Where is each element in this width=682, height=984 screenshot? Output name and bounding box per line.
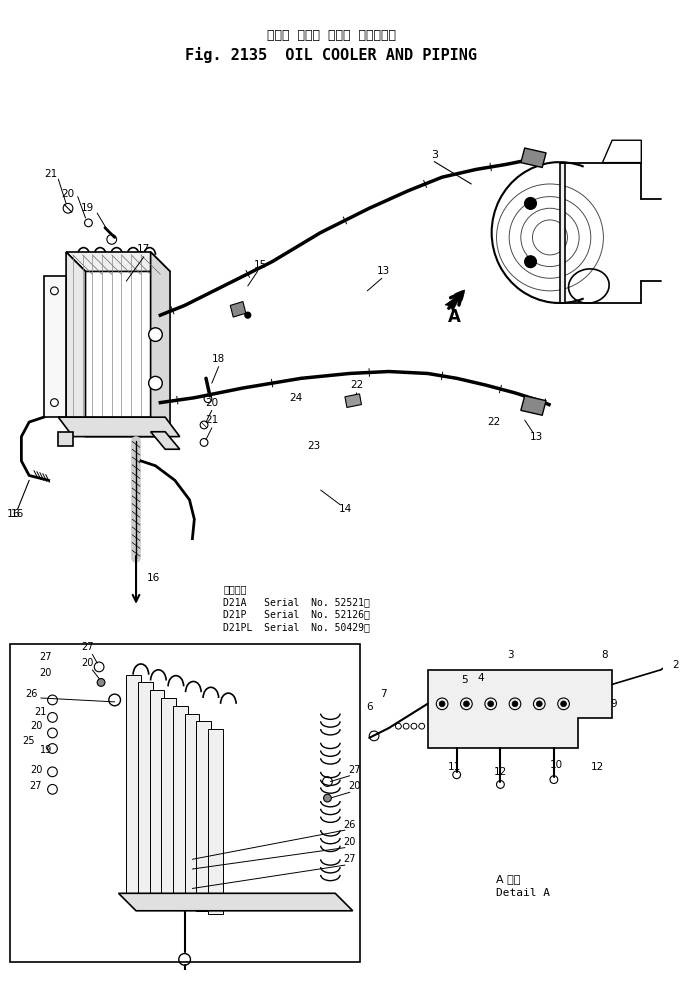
- Text: 22: 22: [487, 417, 500, 427]
- Text: 14: 14: [338, 505, 351, 515]
- Text: 19: 19: [81, 204, 94, 214]
- Polygon shape: [119, 893, 353, 911]
- Text: 26: 26: [344, 821, 356, 830]
- Text: 25: 25: [22, 736, 34, 746]
- Text: 11: 11: [448, 762, 461, 772]
- Circle shape: [524, 256, 536, 268]
- Text: 2: 2: [672, 660, 679, 670]
- Text: A: A: [448, 308, 461, 326]
- Circle shape: [488, 701, 494, 707]
- Text: 8: 8: [601, 650, 608, 660]
- Text: 7: 7: [381, 689, 387, 699]
- Circle shape: [180, 982, 190, 984]
- Text: 21: 21: [205, 415, 218, 425]
- Circle shape: [561, 701, 567, 707]
- Circle shape: [323, 794, 331, 802]
- Text: 26: 26: [25, 689, 38, 699]
- Circle shape: [50, 399, 58, 406]
- Polygon shape: [208, 729, 222, 914]
- Polygon shape: [138, 683, 153, 896]
- Text: 4: 4: [477, 673, 484, 683]
- Polygon shape: [149, 690, 164, 899]
- Text: 19: 19: [40, 746, 52, 756]
- Polygon shape: [58, 432, 73, 447]
- Text: 20: 20: [30, 721, 42, 731]
- Text: 9: 9: [611, 699, 617, 708]
- Text: Fig. 2135  OIL COOLER AND PIPING: Fig. 2135 OIL COOLER AND PIPING: [186, 47, 477, 63]
- Polygon shape: [126, 675, 141, 893]
- Circle shape: [149, 376, 162, 390]
- Text: 27: 27: [81, 643, 93, 652]
- Circle shape: [439, 701, 445, 707]
- Text: 20: 20: [344, 836, 356, 847]
- Polygon shape: [185, 713, 199, 908]
- Polygon shape: [66, 252, 85, 437]
- Text: 21: 21: [35, 707, 47, 716]
- Polygon shape: [162, 698, 176, 902]
- Text: A 詳細: A 詳細: [496, 874, 520, 884]
- Text: 21: 21: [44, 169, 57, 179]
- Text: 15: 15: [254, 260, 267, 270]
- Text: Detail A: Detail A: [496, 889, 550, 898]
- Text: 22: 22: [350, 380, 364, 390]
- Circle shape: [149, 328, 162, 341]
- Polygon shape: [151, 432, 180, 450]
- Text: 20: 20: [349, 781, 361, 791]
- Text: オイル  クーラ  および  パイピング: オイル クーラ および パイピング: [267, 29, 396, 41]
- Bar: [10, 644, 359, 962]
- Text: 16: 16: [147, 573, 160, 583]
- Polygon shape: [196, 721, 211, 911]
- Text: 12: 12: [591, 762, 604, 772]
- Text: 10: 10: [550, 760, 563, 770]
- Polygon shape: [173, 706, 188, 905]
- Text: 20: 20: [205, 398, 218, 407]
- Text: D21PL  Serial  No. 50429～: D21PL Serial No. 50429～: [224, 622, 370, 632]
- Circle shape: [464, 701, 469, 707]
- Polygon shape: [66, 417, 170, 437]
- Circle shape: [512, 701, 518, 707]
- Text: 13: 13: [377, 267, 390, 277]
- Text: D21P   Serial  No. 52126～: D21P Serial No. 52126～: [224, 609, 370, 620]
- Text: 24: 24: [290, 393, 303, 402]
- Circle shape: [524, 198, 536, 210]
- Circle shape: [245, 312, 251, 318]
- Text: 27: 27: [30, 781, 42, 791]
- Circle shape: [97, 679, 105, 686]
- Text: 5: 5: [461, 675, 468, 685]
- Polygon shape: [560, 162, 565, 302]
- Text: 16: 16: [11, 510, 24, 520]
- Text: 20: 20: [61, 189, 74, 199]
- Circle shape: [536, 701, 542, 707]
- Text: 17: 17: [137, 244, 151, 254]
- Text: 12: 12: [494, 767, 507, 776]
- Text: 3: 3: [507, 650, 514, 660]
- Polygon shape: [428, 670, 612, 748]
- Text: 3: 3: [431, 150, 438, 159]
- Text: 27: 27: [344, 854, 356, 864]
- Text: 27: 27: [349, 765, 361, 774]
- Text: 16: 16: [7, 510, 20, 520]
- Text: 適用号機: 適用号機: [224, 584, 247, 594]
- Polygon shape: [151, 252, 170, 437]
- Polygon shape: [521, 396, 546, 415]
- Text: 18: 18: [212, 354, 225, 364]
- Text: 20: 20: [40, 668, 52, 678]
- Polygon shape: [345, 394, 361, 407]
- Text: 13: 13: [530, 432, 543, 442]
- Polygon shape: [66, 252, 170, 272]
- Polygon shape: [58, 417, 180, 437]
- Text: 27: 27: [40, 652, 52, 662]
- Polygon shape: [521, 148, 546, 167]
- Text: D21A   Serial  No. 52521～: D21A Serial No. 52521～: [224, 597, 370, 607]
- Text: 6: 6: [366, 702, 372, 711]
- Circle shape: [50, 287, 58, 295]
- Polygon shape: [231, 301, 246, 317]
- Text: 20: 20: [30, 765, 42, 774]
- Text: 20: 20: [81, 658, 93, 668]
- Text: 23: 23: [307, 442, 321, 452]
- Polygon shape: [44, 277, 66, 417]
